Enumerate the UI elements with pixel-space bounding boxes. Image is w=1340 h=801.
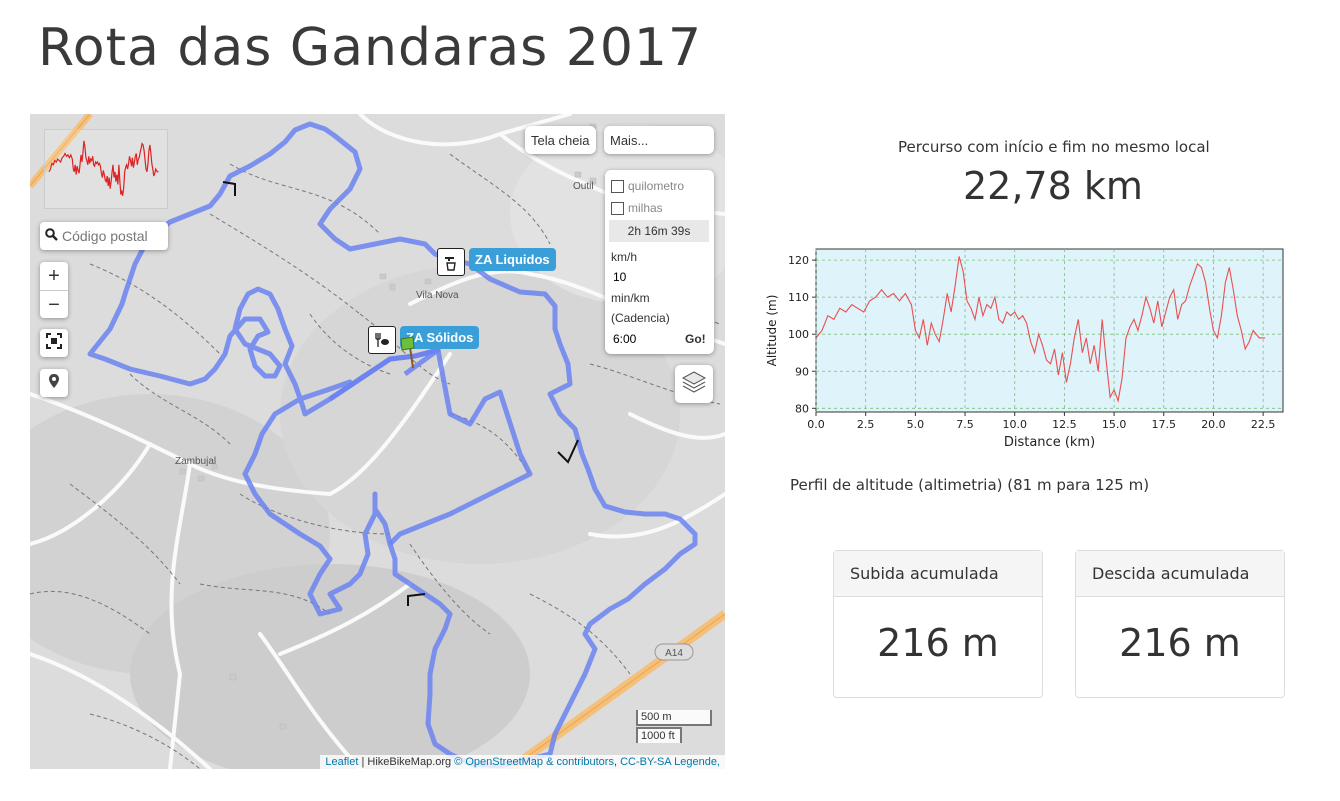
km-label: quilometro xyxy=(628,179,685,193)
speed-unit-label: km/h xyxy=(611,250,638,264)
route-line xyxy=(87,121,698,769)
x-tick-label: 17.5 xyxy=(1152,418,1177,431)
x-tick-label: 12.5 xyxy=(1052,418,1077,431)
descent-value: 216 m xyxy=(1119,621,1241,665)
scale-metric: 500 m xyxy=(636,710,712,726)
zoom-in-button[interactable]: + xyxy=(48,264,60,287)
unit-mi-option[interactable]: milhas xyxy=(611,201,663,216)
location-pin-icon xyxy=(47,372,61,395)
y-tick-label: 100 xyxy=(788,328,809,341)
expand-icon xyxy=(46,332,62,355)
layers-button[interactable] xyxy=(675,365,713,403)
place-zambujal: Zambujal xyxy=(175,456,217,467)
start-flag-icon xyxy=(400,336,415,369)
scale-imperial: 1000 ft xyxy=(636,727,682,743)
license-link[interactable]: CC-BY-SA xyxy=(620,756,672,768)
poi-water-label[interactable]: ZA Liquidos xyxy=(469,248,556,271)
mini-elevation-chart[interactable] xyxy=(44,129,168,209)
go-button[interactable]: Go! xyxy=(685,332,706,346)
ascent-label: Subida acumulada xyxy=(834,551,1042,597)
y-tick-label: 90 xyxy=(795,365,809,378)
place-vila-nova: Vila Nova xyxy=(416,290,459,301)
profile-caption: Perfil de altitude (altimetria) (81 m pa… xyxy=(790,476,1150,494)
poi-food-label[interactable]: ZA Sólidos xyxy=(400,326,480,349)
water-tap-icon xyxy=(437,248,465,276)
elevation-chart-svg: 80 90 100 110 120 0.0 2.5 5.0 7.5 10.0 12.5 15.0 17.… xyxy=(765,248,1284,450)
y-tick-label: 110 xyxy=(788,291,809,304)
poi-food-marker[interactable] xyxy=(368,326,396,354)
more-button[interactable]: Mais... xyxy=(604,126,714,154)
x-tick-label: 2.5 xyxy=(857,418,875,431)
loop-description: Percurso com início e fim no mesmo local xyxy=(898,138,1210,156)
map-attribution: Leaflet | HikeBikeMap.org © OpenStreetMa… xyxy=(320,755,725,769)
descent-label: Descida acumulada xyxy=(1076,551,1284,597)
zoom-control: + − xyxy=(40,262,68,318)
y-axis-label: Altitude (m) xyxy=(765,295,779,367)
page-title: Rota das Gandaras 2017 xyxy=(38,18,703,78)
x-tick-label: 22.5 xyxy=(1251,418,1276,431)
x-tick-label: 20.0 xyxy=(1201,418,1226,431)
hikebike-text: HikeBikeMap.org xyxy=(367,756,452,768)
leaflet-link[interactable]: Leaflet xyxy=(325,756,359,768)
km-checkbox[interactable] xyxy=(611,180,624,194)
plot-area xyxy=(815,248,1284,413)
elevation-series-line xyxy=(815,256,1266,404)
layers-icon xyxy=(681,370,707,399)
search-icon xyxy=(40,228,62,244)
poi-water-marker[interactable] xyxy=(437,248,465,276)
road-shield: A14 xyxy=(654,643,694,661)
x-tick-label: 0.0 xyxy=(807,418,825,431)
elevation-chart: 80 90 100 110 120 0.0 2.5 5.0 7.5 10.0 12.5 15.0 17.… xyxy=(764,245,1288,459)
mi-checkbox[interactable] xyxy=(611,202,624,216)
ascent-card: Subida acumulada 216 m xyxy=(833,550,1043,698)
pace-panel: quilometro milhas 2h 16m 39s km/h min/km… xyxy=(605,170,714,354)
y-tick-label: 80 xyxy=(795,402,809,415)
postal-placeholder: Código postal xyxy=(62,228,148,244)
zoom-out-button[interactable]: − xyxy=(40,290,68,319)
y-tick-label: 120 xyxy=(788,254,809,267)
x-tick-label: 10.0 xyxy=(1002,418,1027,431)
pace-unit-label: min/km xyxy=(611,291,650,305)
osm-link[interactable]: © OpenStreetMap & contributors xyxy=(454,756,614,768)
place-outil: Outil xyxy=(573,181,594,192)
pace-input[interactable] xyxy=(611,331,661,347)
postal-code-search[interactable]: Código postal xyxy=(40,222,168,250)
locate-button[interactable] xyxy=(40,369,68,397)
route-map[interactable]: A14 Vila Nova Zambujal Outil ZA Liquidos… xyxy=(30,114,725,769)
road-ref-label: A14 xyxy=(665,648,683,659)
legend-link[interactable]: Legende, xyxy=(674,756,720,768)
x-axis-label: Distance (km) xyxy=(1004,435,1095,450)
mi-label: milhas xyxy=(628,201,663,215)
food-icon xyxy=(368,326,396,354)
descent-card: Descida acumulada 216 m xyxy=(1075,550,1285,698)
mini-elevation-svg xyxy=(48,140,159,196)
fullscreen-button[interactable]: Tela cheia xyxy=(525,126,596,154)
x-tick-label: 7.5 xyxy=(956,418,974,431)
unit-km-option[interactable]: quilometro xyxy=(611,179,685,194)
x-tick-label: 5.0 xyxy=(907,418,925,431)
estimated-time: 2h 16m 39s xyxy=(609,220,709,242)
ascent-value: 216 m xyxy=(877,621,999,665)
x-tick-label: 15.0 xyxy=(1102,418,1127,431)
cadence-label: (Cadencia) xyxy=(611,311,670,325)
speed-input[interactable] xyxy=(611,269,661,285)
total-distance: 22,78 km xyxy=(963,164,1143,208)
fullscreen-toggle-button[interactable] xyxy=(40,329,68,357)
